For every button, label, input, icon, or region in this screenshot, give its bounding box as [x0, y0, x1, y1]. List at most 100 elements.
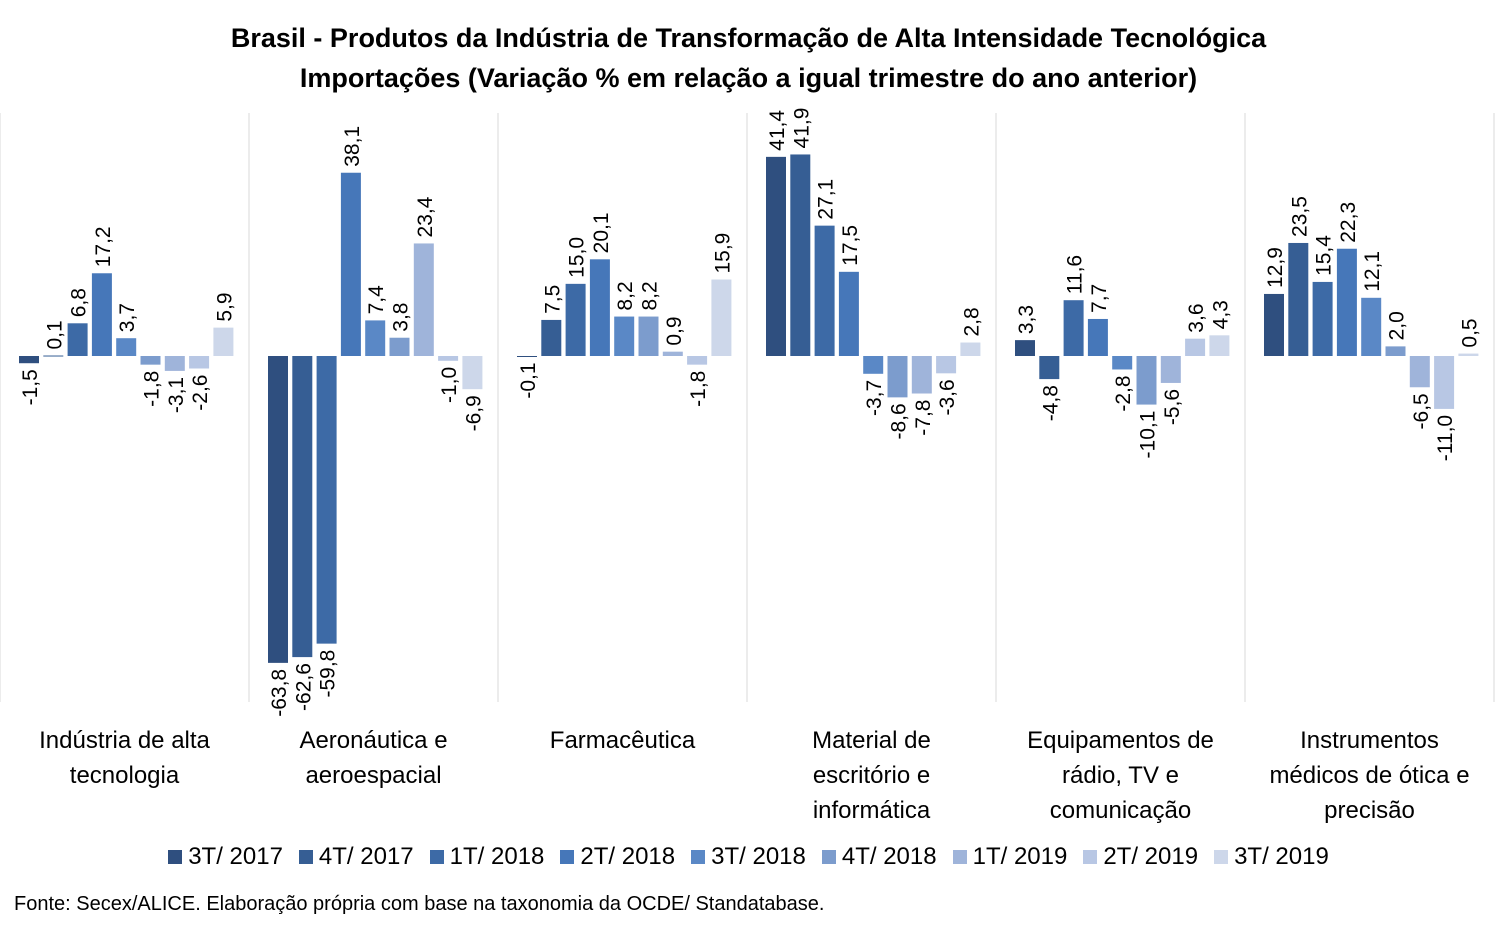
data-label: 12,1 [1361, 251, 1384, 292]
category-label-line: rádio, TV e [1062, 762, 1179, 789]
bar [1015, 340, 1035, 356]
bar [541, 319, 562, 356]
category-label-line: comunicação [1049, 797, 1192, 824]
data-label: -0,1 [517, 362, 540, 398]
bar [614, 316, 635, 356]
data-label: 0,9 [663, 316, 686, 345]
bar [1112, 356, 1133, 370]
category-label-line: precisão [1324, 797, 1415, 824]
data-label: 22,3 [1337, 202, 1360, 243]
category-label-line: Equipamentos de [1027, 727, 1214, 754]
data-label: 5,9 [213, 292, 236, 321]
data-label: 38,1 [341, 126, 364, 167]
bar [292, 356, 313, 658]
bar-chart: -1,50,16,817,23,7-1,8 -3,1 -2,65,9-63,8 -62… [0, 108, 1495, 717]
legend-label: 2T/ 2018 [580, 843, 676, 870]
bar [1288, 242, 1309, 356]
bar [1087, 318, 1108, 356]
chart-title: Brasil - Produtos da Indústria de Transf… [230, 23, 1267, 53]
category-label-line: Aeronáutica e [299, 727, 448, 754]
data-label: -7,8 [912, 400, 935, 436]
data-label: -4,8 [1039, 385, 1062, 421]
bar [91, 273, 112, 356]
category-label-line: informática [812, 797, 931, 824]
legend-swatch [560, 850, 575, 864]
data-label: -5,6 [1161, 389, 1184, 425]
bar [1185, 338, 1206, 356]
bar [1039, 356, 1060, 380]
bar [438, 356, 459, 361]
data-label: 8,2 [639, 281, 662, 310]
bar [936, 356, 957, 374]
data-label: -8,6 [888, 403, 911, 439]
data-label: 2,8 [960, 307, 983, 336]
legend-item: 2T/ 2018 [560, 843, 675, 871]
data-label: -6,9 [462, 395, 485, 431]
legend-item: 4T/ 2018 [821, 843, 937, 871]
category-label-line: escritório e [812, 762, 931, 789]
category-label: Indústria de alta tecnologia [5, 723, 245, 793]
bar [1434, 356, 1455, 409]
bar [389, 337, 410, 356]
bar [638, 316, 659, 356]
bar [365, 320, 386, 356]
data-label: -1,8 [687, 371, 710, 407]
legend-swatch [298, 850, 313, 864]
legend-swatch [691, 850, 706, 864]
legend-item: 1T/ 2018 [429, 843, 544, 871]
bar [1385, 346, 1406, 356]
source-note: Fonte: Secex/ALICE. Elaboração própria c… [14, 893, 825, 915]
bar [1361, 297, 1382, 356]
category-label: Instrumentos médicos de ótica e precisão [1250, 723, 1490, 828]
data-label: 3,6 [1185, 303, 1208, 332]
data-label: 3,8 [390, 303, 413, 332]
category-label-line: médicos de ótica e [1269, 762, 1470, 789]
legend-swatch [1083, 850, 1098, 864]
category-label: Equipamentos de rádio, TV e comunicação [1001, 723, 1241, 828]
bar [863, 356, 884, 374]
bar [687, 356, 708, 365]
data-label: -2,8 [1112, 375, 1135, 411]
bar [1336, 248, 1357, 356]
data-label: -63,8 [268, 669, 291, 717]
category-label: Aeronáutica e aeroespacial [254, 723, 494, 793]
bar [766, 156, 786, 356]
data-label: 6,8 [68, 288, 91, 317]
category-label-line: tecnologia [69, 762, 180, 789]
bar [1160, 356, 1181, 383]
bar [19, 356, 39, 364]
data-label: 0,5 [1458, 318, 1481, 347]
data-label: 7,7 [1088, 284, 1111, 313]
data-label: 7,5 [541, 285, 564, 314]
data-label: 0,1 [43, 320, 66, 349]
data-label: 15,4 [1313, 235, 1336, 276]
category-label-line: Material de [812, 727, 931, 754]
bar [140, 356, 161, 365]
data-label: -3,6 [936, 379, 959, 415]
data-label: 17,2 [92, 226, 115, 267]
category-label-line: Instrumentos [1300, 727, 1439, 754]
legend-item: 1T/ 2019 [952, 843, 1067, 871]
bar [814, 225, 835, 356]
bar [960, 342, 981, 356]
data-label: -1,5 [19, 369, 42, 405]
data-label: 23,5 [1288, 196, 1311, 237]
legend-label: 2T/ 2019 [1103, 843, 1199, 870]
legend-swatch [429, 850, 444, 864]
bar [213, 327, 234, 356]
bar [790, 154, 811, 356]
category-label-line: Farmacêutica [549, 727, 696, 754]
bar [43, 355, 64, 357]
bar [911, 356, 932, 394]
bar [565, 283, 586, 356]
bar [462, 356, 483, 390]
data-label: -3,7 [863, 380, 886, 416]
bar [164, 356, 185, 371]
bar [67, 323, 88, 356]
legend: 3T/ 2017 4T/ 2017 1T/ 2018 2T/ 2018 3T/ 2018… [0, 843, 1497, 871]
data-label: 41,9 [790, 108, 813, 149]
bar [589, 259, 610, 356]
data-label: 2,0 [1386, 311, 1409, 340]
bar [116, 338, 137, 356]
bar [340, 172, 361, 356]
